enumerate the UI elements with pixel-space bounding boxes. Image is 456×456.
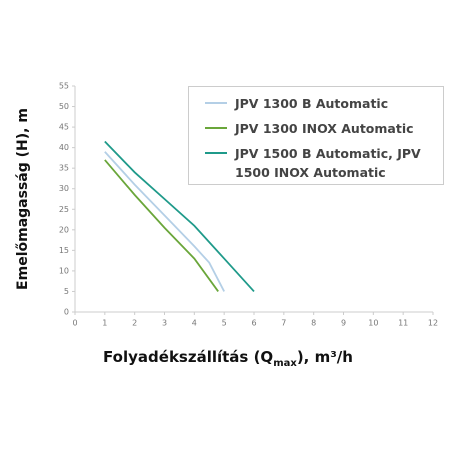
x-label-sub: max [273,358,297,369]
legend-item: JPV 1300 INOX Automatic [205,119,435,138]
y-tick-label: 25 [59,205,69,214]
legend-label: JPV 1500 B Automatic, JPV 1500 INOX Auto… [235,146,421,180]
x-label-main: Folyadékszállítás (Q [103,348,274,366]
y-tick-label: 10 [59,266,69,275]
y-tick-label: 30 [59,184,69,193]
x-tick-label: 1 [102,319,107,328]
x-label-end: ), m³/h [296,348,353,366]
x-tick-label: 11 [398,319,408,328]
y-tick-label: 50 [59,102,69,111]
y-tick-label: 55 [59,82,69,91]
y-tick-label: 15 [59,246,69,255]
legend-item: JPV 1500 B Automatic, JPV 1500 INOX Auto… [205,144,435,182]
legend-item: JPV 1300 B Automatic [205,94,435,113]
x-tick-label: 8 [311,319,316,328]
x-tick-label: 2 [132,319,137,328]
y-tick-label: 45 [59,123,69,132]
y-tick-label: 35 [59,164,69,173]
x-tick-label: 9 [341,319,346,328]
legend: JPV 1300 B Automatic JPV 1300 INOX Automa… [188,86,444,185]
x-tick-label: 4 [192,319,197,328]
legend-swatch [205,127,227,129]
y-tick-label: 40 [59,143,69,152]
x-tick-label: 5 [222,319,227,328]
x-tick-label: 0 [72,319,77,328]
x-tick-label: 6 [251,319,256,328]
line [104,159,219,292]
legend-swatch [205,152,227,154]
y-tick-label: 5 [64,287,69,296]
x-tick-label: 10 [368,319,378,328]
x-tick-label: 3 [162,319,167,328]
legend-label: JPV 1300 B Automatic [235,96,389,111]
x-axis-label: Folyadékszállítás (Qmax), m³/h [0,348,456,369]
legend-label: JPV 1300 INOX Automatic [235,121,414,136]
y-axis-label: Emelőmagasság (H), m [15,108,31,290]
line [104,140,255,293]
x-tick-label: 7 [281,319,286,328]
y-tick-label: 0 [64,308,69,317]
line [104,151,225,292]
x-tick-label: 12 [428,319,438,328]
y-tick-label: 20 [59,225,69,234]
legend-swatch [205,102,227,104]
